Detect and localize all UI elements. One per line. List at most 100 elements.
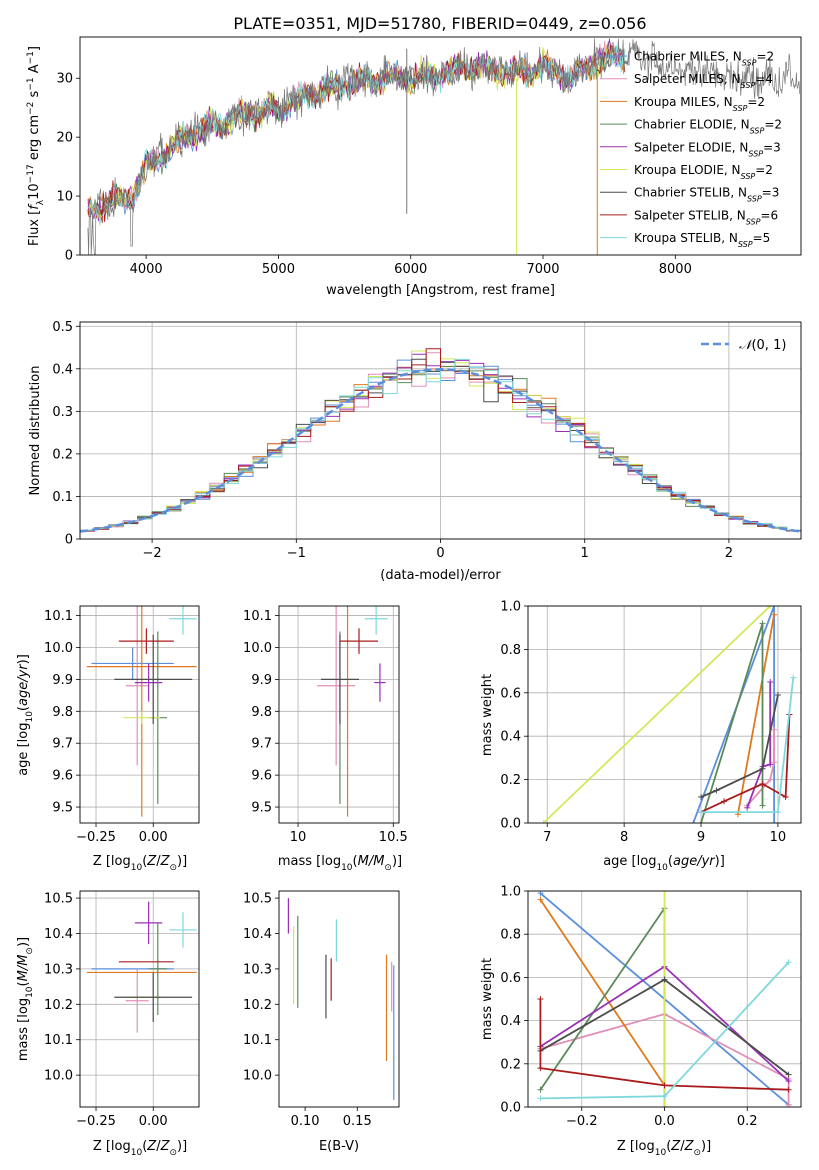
x-tick-label: 0: [436, 546, 444, 561]
label-part: 10: [341, 863, 353, 873]
age-weight-xlabel: age [log10(age/yr)]: [603, 854, 725, 873]
x-tick-label: 7000: [526, 262, 559, 277]
label-part: Z [log: [93, 854, 131, 869]
label-part: (: [142, 1139, 147, 1154]
label-part: )]: [177, 854, 187, 869]
residual-histogram: [80, 358, 801, 531]
residuals-ylabel: Normed distribution: [28, 366, 43, 496]
label-part: −1: [26, 77, 36, 90]
y-tick-label: 30: [56, 72, 73, 87]
label-part: mass [log: [278, 854, 341, 869]
legend-sub: SSP: [742, 58, 757, 67]
y-tick-label: 10.5: [243, 892, 272, 907]
residuals-legend-label: 𝒩(0, 1): [739, 338, 786, 353]
y-tick-label: 10.1: [44, 609, 73, 624]
x-tick-label: 7: [543, 830, 551, 845]
label-part: 10: [655, 1148, 667, 1158]
y-tick-label: 9.6: [251, 769, 272, 784]
spectrum-observed-line: [87, 38, 801, 255]
label-part: ⊙: [169, 863, 177, 873]
label-part: ⊙: [169, 1148, 177, 1158]
z-weight-frame: [527, 890, 802, 1108]
x-tick-label: 0.10: [291, 1114, 320, 1129]
legend-entry: Kroupa MILES, NSSP=2: [634, 95, 765, 113]
legend-entry: Salpeter ELODIE, NSSP=3: [634, 140, 781, 158]
spectrum-model-line: [87, 41, 626, 220]
x-tick-label: 8: [620, 830, 628, 845]
legend-sub: SSP: [746, 217, 761, 226]
y-tick-label: 0.4: [500, 730, 521, 745]
z-mass-axes: −0.25 0.00 10.0 10.1 10.2 10.3 10.4 10.5: [44, 891, 199, 1129]
label-part: Flux [: [27, 210, 42, 246]
label-part: 10: [131, 1148, 143, 1158]
z-age-ylabel: age [log10(age/yr)]: [16, 654, 35, 776]
z-age-axes: −0.25 0.00 9.5 9.6 9.7 9.8 9.9 10.0 10.1: [44, 606, 199, 845]
x-tick-label: −2: [143, 546, 162, 561]
label-part: 10: [656, 863, 668, 873]
label-part: Z: [684, 1139, 695, 1154]
label-part: A: [27, 64, 42, 77]
z-age-points: [86, 606, 197, 817]
legend-n: =5: [753, 231, 771, 245]
ebv-mass-points: [287, 898, 395, 1100]
y-tick-label: 1.0: [500, 600, 521, 615]
mass-age-axes: 10 10.5 9.5 9.6 9.7 9.8 9.9 10.0 10.1: [243, 606, 408, 845]
spectrum-ylabel: Flux [fλ10−17 erg cm−2 s−1 A−1]: [26, 46, 46, 246]
y-tick-label: 9.5: [52, 801, 73, 816]
label-part: (: [666, 1139, 671, 1154]
z-mass-frame: [79, 890, 200, 1108]
x-tick-label: 0.15: [343, 1114, 372, 1129]
label-part: Z [log: [617, 1139, 655, 1154]
z-mass-points: [86, 901, 197, 1033]
legend-sub: SSP: [747, 194, 762, 203]
x-tick-label: 2: [725, 546, 733, 561]
y-tick-label: 9.6: [52, 769, 73, 784]
label-part: )]: [16, 937, 31, 947]
y-tick-label: 0.6: [500, 971, 521, 986]
weight-series-line: [542, 606, 771, 823]
x-tick-label: −0.25: [76, 1114, 116, 1129]
weight-series-line: [700, 694, 779, 798]
legend-n: =3: [763, 140, 781, 154]
y-tick-label: 9.9: [52, 673, 73, 688]
weight-series-line: [737, 614, 775, 815]
legend-text: Chabrier ELODIE, N: [634, 118, 750, 132]
y-tick-label: 9.7: [251, 737, 272, 752]
spectrum-lines: [87, 38, 801, 255]
mass-age-points: [317, 606, 388, 817]
weight-series-line: [539, 999, 789, 1091]
spectrum-axes: 4000 5000 6000 7000 8000 0 10 20 30: [56, 72, 691, 277]
y-tick-label: 9.9: [251, 673, 272, 688]
label-part: age [log: [16, 723, 31, 776]
z-weight-xlabel: Z [log10(Z/Z⊙)]: [617, 1139, 711, 1158]
label-part: Z [log: [93, 1139, 131, 1154]
y-tick-label: 10.4: [44, 927, 73, 942]
z-age-frame: [79, 605, 200, 824]
y-tick-label: 0.5: [52, 320, 73, 335]
y-tick-label: 10.0: [243, 641, 272, 656]
y-tick-label: 0: [65, 533, 73, 548]
x-tick-label: −1: [287, 546, 306, 561]
y-tick-label: 0.2: [52, 447, 73, 462]
legend-sub: SSP: [733, 103, 748, 112]
label-part: −1: [26, 51, 36, 64]
label-part: )]: [715, 854, 725, 869]
x-tick-label: −0.25: [76, 830, 116, 845]
y-tick-label: 20: [56, 131, 73, 146]
label-part: (0, 1): [751, 338, 786, 353]
y-tick-label: 0.0: [500, 817, 521, 832]
weight-series-line: [746, 729, 775, 807]
age-weight-series: [540, 606, 797, 823]
legend-entry: Chabrier ELODIE, NSSP=2: [634, 118, 782, 136]
label-part: ⊙: [384, 863, 392, 873]
label-part: Z: [146, 1139, 157, 1154]
weight-series-line: [700, 714, 791, 813]
legend-text: Kroupa STELIB, N: [634, 231, 738, 245]
spectrum-model-line: [87, 38, 626, 222]
legend-sub: SSP: [750, 126, 765, 135]
label-part: Z: [160, 854, 171, 869]
mass-age-xlabel: mass [log10(M/M⊙)]: [278, 854, 402, 873]
legend-n: =3: [762, 186, 780, 200]
